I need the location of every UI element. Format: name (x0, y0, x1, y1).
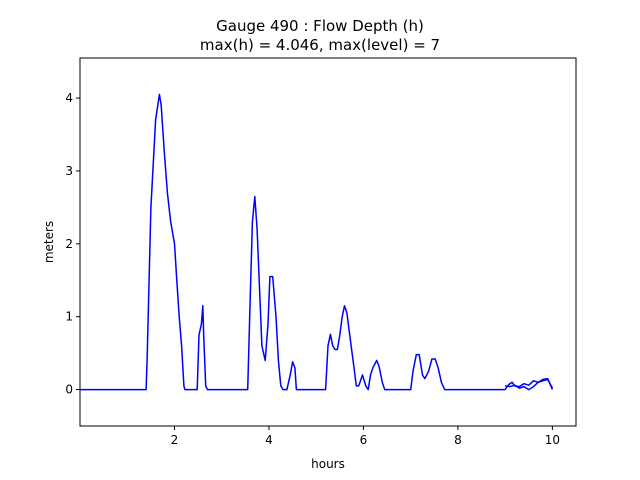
chart-title-line2: max(h) = 4.046, max(level) = 7 (200, 36, 440, 54)
plot-frame (79, 57, 577, 427)
x-axis-label: hours (311, 457, 345, 471)
series-line-1 (80, 93, 554, 391)
series-line-2 (504, 378, 554, 391)
x-tick-label: 10 (545, 433, 560, 447)
x-tick-label: 4 (265, 433, 273, 447)
x-tick-label: 8 (454, 433, 462, 447)
x-tick-label: 6 (360, 433, 368, 447)
y-tick-label: 2 (65, 237, 73, 251)
chart-title-line1: Gauge 490 : Flow Depth (h) (216, 17, 424, 35)
y-tick-label: 0 (65, 383, 73, 397)
y-axis-ticks: 0 1 2 3 4 (65, 91, 80, 397)
x-axis-ticks: 2 4 6 8 10 (171, 426, 560, 447)
x-tick-label: 2 (171, 433, 179, 447)
y-tick-label: 4 (65, 91, 73, 105)
y-tick-label: 1 (65, 310, 73, 324)
y-tick-label: 3 (65, 164, 73, 178)
plot-area (80, 93, 554, 391)
y-axis-label: meters (42, 221, 56, 263)
